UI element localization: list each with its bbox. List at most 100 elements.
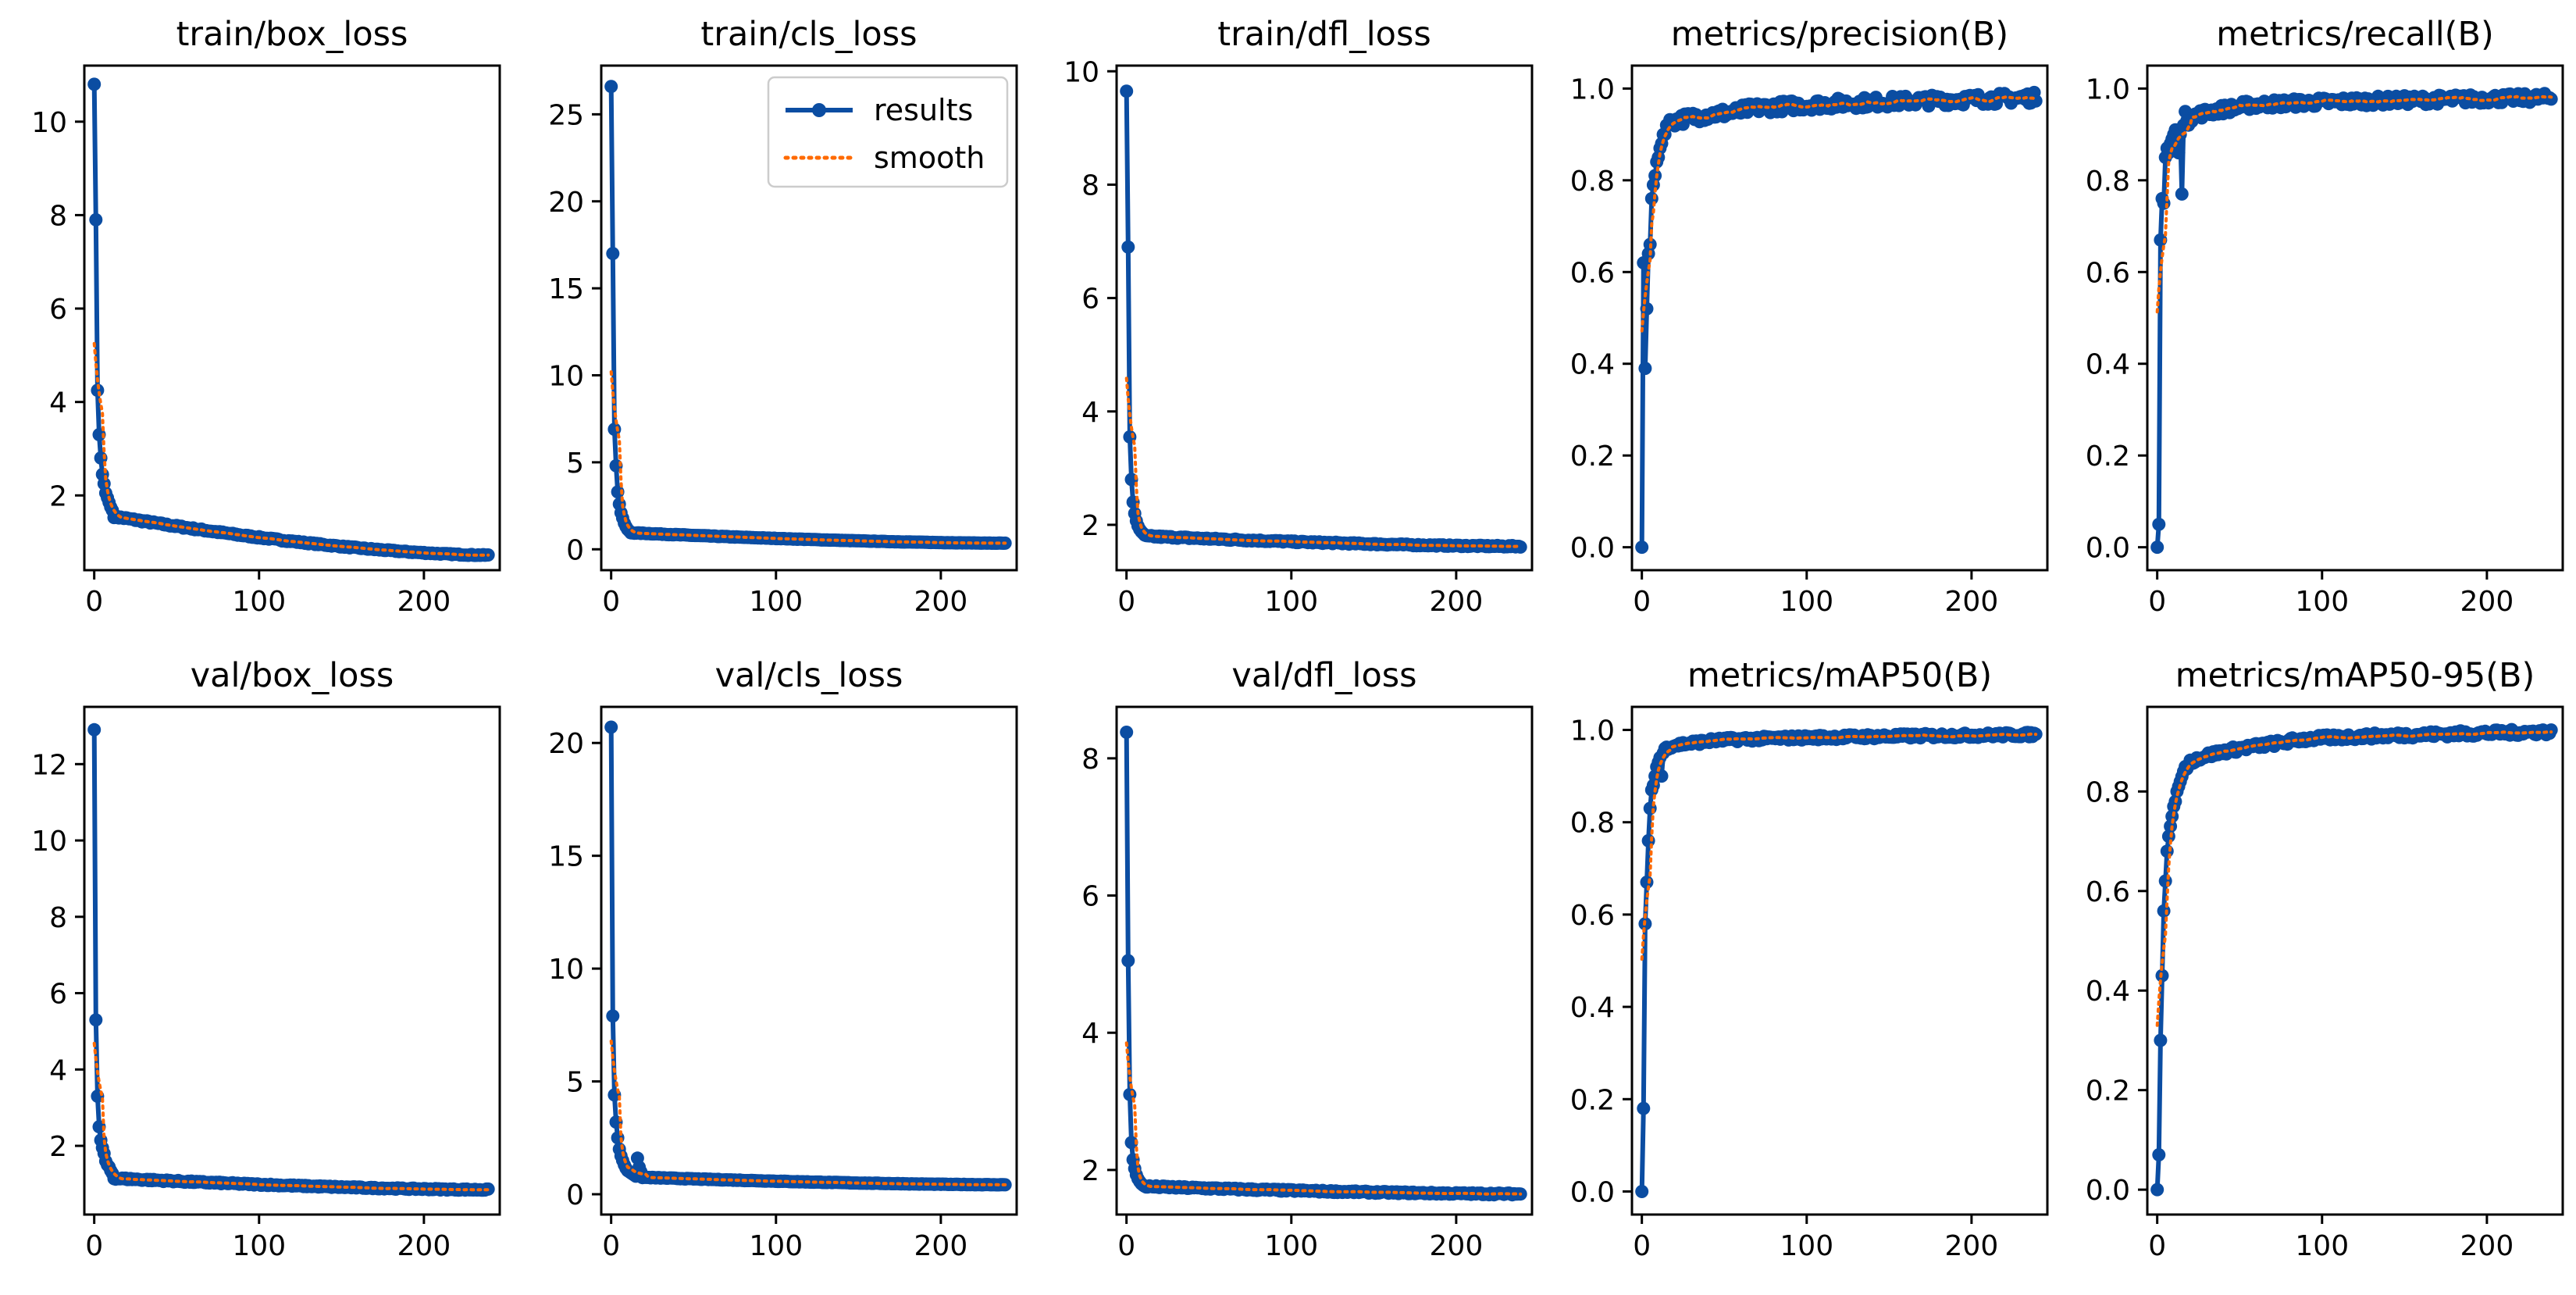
chart-train-dfl-loss: train/dfl_loss 0 100 200 2 4 6 8 10 — [1064, 15, 1534, 618]
smooth-line — [92, 341, 490, 557]
y-tick-label: 20 — [548, 728, 584, 760]
x-tick-label: 200 — [1430, 586, 1484, 618]
x-tick-label: 100 — [749, 1230, 803, 1262]
results-point — [1121, 954, 1135, 968]
smooth-line — [609, 1040, 1007, 1186]
y-tick-label: 4 — [49, 387, 67, 419]
x-tick-label: 0 — [1117, 586, 1135, 618]
results-point — [1513, 540, 1527, 554]
plot-area — [87, 77, 495, 562]
y-tick-label: 0.4 — [2086, 976, 2130, 1008]
plot-area — [1635, 726, 2043, 1198]
results-point — [1635, 1185, 1649, 1198]
y-tick-label: 10 — [548, 954, 584, 986]
x-tick-label: 200 — [397, 586, 451, 618]
results-point — [2175, 187, 2189, 201]
y-tick-label: 10 — [31, 826, 67, 858]
smooth-line — [1640, 95, 2038, 333]
results-point — [1637, 1101, 1651, 1115]
chart-train-box-loss: train/box_loss 0 100 200 2 4 6 8 10 — [31, 15, 501, 618]
chart-title: metrics/recall(B) — [2216, 15, 2494, 54]
y-tick-label: 4 — [1081, 1018, 1099, 1050]
y-tick-label: 15 — [548, 841, 584, 873]
y-tick-label: 0.2 — [1570, 1084, 1615, 1116]
y-tick-label: 0.0 — [2086, 1175, 2130, 1207]
x-tick-label: 100 — [232, 586, 286, 618]
results-point — [87, 77, 102, 91]
y-tick-label: 0.8 — [2086, 166, 2130, 198]
y-tick-label: 10 — [548, 361, 584, 393]
x-tick-label: 0 — [1117, 1230, 1135, 1262]
y-tick-label: 6 — [1081, 881, 1099, 913]
smooth-line — [2155, 95, 2553, 314]
y-tick-label: 1.0 — [1570, 73, 1615, 105]
plot-area — [87, 722, 495, 1197]
results-point — [1640, 876, 1654, 889]
axes-frame — [1630, 64, 2049, 572]
y-tick-label: 0.6 — [1570, 257, 1615, 289]
chart-title: val/dfl_loss — [1231, 656, 1416, 695]
results-point — [1635, 540, 1649, 555]
y-tick-label: 20 — [548, 187, 584, 219]
y-tick-label: 15 — [548, 273, 584, 305]
x-tick-label: 200 — [914, 1230, 968, 1262]
y-tick-label: 6 — [49, 979, 67, 1011]
x-tick-label: 100 — [2295, 1230, 2349, 1262]
results-point — [2154, 1033, 2168, 1047]
y-tick-label: 0.8 — [2086, 776, 2130, 808]
x-tick-label: 200 — [2460, 586, 2514, 618]
results-point — [606, 247, 620, 261]
chart-title: val/cls_loss — [715, 656, 903, 695]
results-point — [606, 1009, 620, 1023]
y-tick-label: 6 — [1081, 284, 1099, 316]
y-tick-label: 0 — [566, 534, 584, 566]
x-tick-label: 0 — [1633, 1230, 1651, 1262]
plot-area — [2150, 722, 2558, 1197]
y-tick-label: 8 — [1081, 169, 1099, 202]
results-point — [2157, 904, 2171, 918]
plot-area — [2150, 87, 2558, 555]
chart-metrics-map50-95-b: metrics/mAP50-95(B) 0 100 200 0.0 0.2 0.4 0.6 0.… — [2086, 656, 2564, 1262]
chart-metrics-recall-b: metrics/recall(B) 0 100 200 0.0 0.2 0.4 0.6 0.8 1… — [2086, 15, 2564, 618]
axes-frame — [1115, 705, 1534, 1216]
results-point — [89, 1013, 103, 1027]
results-point — [2150, 540, 2164, 555]
results-point — [89, 212, 103, 227]
axes-frame — [1630, 705, 2049, 1216]
x-tick-label: 200 — [914, 586, 968, 618]
x-tick-label: 200 — [1430, 1230, 1484, 1262]
results-point — [1124, 1136, 1138, 1150]
results-point — [2160, 844, 2174, 858]
chart-train-cls-loss: train/cls_loss 0 100 200 0 5 10 15 20 25 results sm… — [548, 15, 1018, 618]
plot-area — [604, 720, 1012, 1192]
x-tick-label: 100 — [2295, 586, 2349, 618]
y-tick-label: 8 — [1081, 744, 1099, 776]
legend: results smooth — [767, 76, 1009, 188]
y-tick-label: 0.4 — [1570, 992, 1615, 1024]
x-tick-label: 100 — [232, 1230, 286, 1262]
results-point — [1648, 169, 1662, 183]
results-point — [611, 485, 625, 499]
y-tick-label: 0.0 — [1570, 533, 1615, 565]
results-point — [2029, 94, 2043, 108]
results-point — [1638, 362, 1652, 376]
y-tick-label: 2 — [1081, 1155, 1099, 1187]
x-tick-label: 200 — [1945, 586, 1999, 618]
chart-val-dfl-loss: val/dfl_loss 0 100 200 2 4 6 8 — [1081, 656, 1534, 1262]
results-point — [2544, 723, 2558, 737]
y-tick-label: 0 — [566, 1179, 584, 1211]
y-tick-label: 4 — [49, 1054, 67, 1086]
x-tick-label: 200 — [1945, 1230, 1999, 1262]
y-tick-label: 5 — [566, 1067, 584, 1099]
y-tick-label: 2 — [49, 1131, 67, 1163]
plot-area — [1120, 84, 1527, 554]
chart-title: val/box_loss — [191, 656, 394, 695]
y-tick-label: 0.2 — [2086, 441, 2130, 473]
x-tick-label: 200 — [2460, 1230, 2514, 1262]
smooth-line — [609, 370, 1007, 545]
results-point — [607, 423, 622, 437]
y-tick-label: 8 — [49, 200, 67, 232]
y-tick-label: 0.6 — [2086, 876, 2130, 908]
chart-title: train/cls_loss — [700, 15, 917, 54]
